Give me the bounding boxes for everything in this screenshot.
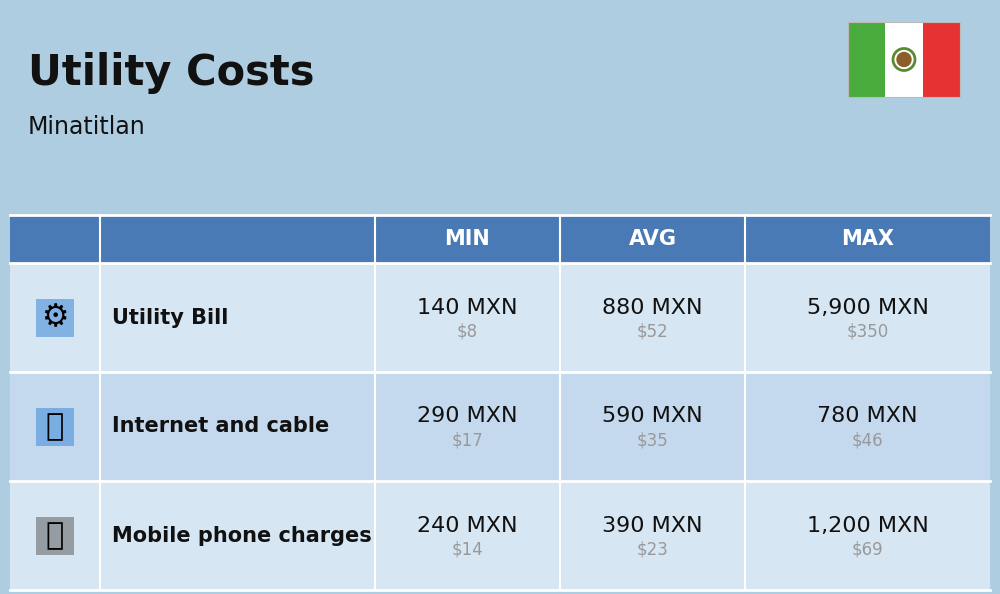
Text: 📶: 📶	[46, 412, 64, 441]
Text: 240 MXN: 240 MXN	[417, 516, 518, 536]
Bar	[848, 22, 960, 97]
Text: ⚙: ⚙	[41, 303, 69, 332]
Text: Utility Costs: Utility Costs	[28, 52, 314, 94]
Text: $69: $69	[852, 541, 883, 558]
Text: 880 MXN: 880 MXN	[602, 298, 703, 318]
Text: MAX: MAX	[841, 229, 894, 249]
Text: 📱: 📱	[46, 521, 64, 550]
Text: $46: $46	[852, 431, 883, 450]
Text: 290 MXN: 290 MXN	[417, 406, 518, 426]
Bar	[848, 22, 885, 97]
Bar	[36, 407, 74, 446]
Text: $23: $23	[637, 541, 668, 558]
Text: $14: $14	[452, 541, 483, 558]
Text: $52: $52	[637, 323, 668, 340]
Text: MIN: MIN	[445, 229, 490, 249]
Text: Mobile phone charges: Mobile phone charges	[112, 526, 372, 545]
Text: 780 MXN: 780 MXN	[817, 406, 918, 426]
Bar	[885, 22, 923, 97]
Text: 5,900 MXN: 5,900 MXN	[807, 298, 928, 318]
Bar	[10, 263, 990, 372]
Text: 590 MXN: 590 MXN	[602, 406, 703, 426]
Text: Minatitlan: Minatitlan	[28, 115, 146, 139]
Text: Internet and cable: Internet and cable	[112, 416, 329, 437]
Text: 140 MXN: 140 MXN	[417, 298, 518, 318]
Bar	[923, 22, 960, 97]
Text: 390 MXN: 390 MXN	[602, 516, 703, 536]
Text: Utility Bill: Utility Bill	[112, 308, 228, 327]
Text: 1,200 MXN: 1,200 MXN	[807, 516, 928, 536]
Bar	[10, 481, 990, 590]
Text: $17: $17	[452, 431, 483, 450]
Bar	[36, 517, 74, 555]
Bar	[10, 215, 990, 263]
Text: $35: $35	[637, 431, 668, 450]
Circle shape	[897, 52, 911, 67]
Text: $8: $8	[457, 323, 478, 340]
Bar	[36, 299, 74, 336]
Text: AVG: AVG	[629, 229, 676, 249]
Text: $350: $350	[846, 323, 889, 340]
Bar	[10, 372, 990, 481]
